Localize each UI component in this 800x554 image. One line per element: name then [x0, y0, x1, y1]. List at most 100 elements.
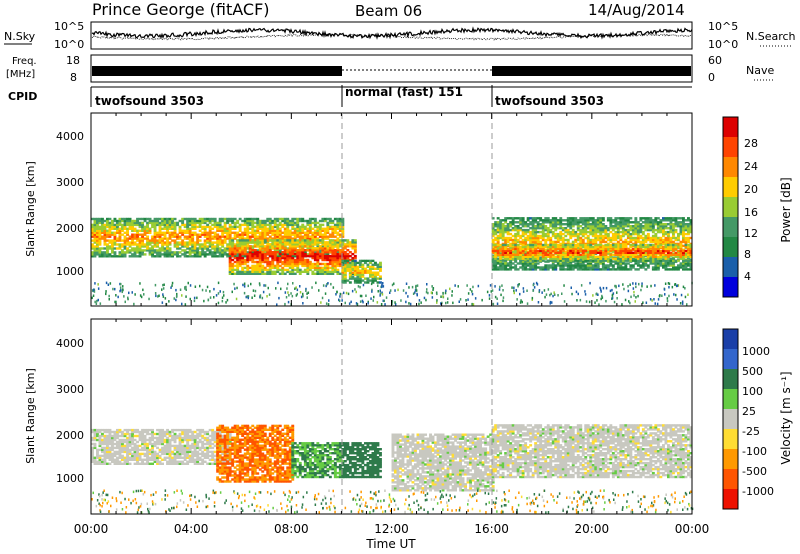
- heatmap-cell: [296, 252, 300, 256]
- heatmap-cell: [641, 236, 645, 240]
- heatmap-cell: [509, 228, 513, 232]
- heatmap-cell: [539, 259, 543, 262]
- heatmap-cell: [253, 241, 257, 244]
- heatmap-cell: [228, 229, 232, 232]
- heatmap-cell: [288, 219, 292, 223]
- freq-bar-left: [92, 66, 342, 76]
- heatmap-cell: [667, 230, 670, 234]
- heatmap-cell: [126, 233, 129, 236]
- heatmap-cell: [604, 253, 608, 256]
- heatmap-cell: [112, 287, 114, 291]
- heatmap-cell: [256, 229, 260, 232]
- heatmap-cell: [243, 217, 247, 221]
- heatmap-cell: [308, 247, 312, 250]
- heatmap-cell: [564, 243, 568, 247]
- heatmap-cell: [298, 260, 302, 264]
- heatmap-cell: [509, 253, 513, 256]
- heatmap-cell: [196, 225, 200, 229]
- heatmap-cell: [531, 223, 535, 226]
- heatmap-cell: [662, 217, 665, 220]
- heatmap-cell: [256, 254, 260, 258]
- heatmap-cell: [136, 223, 139, 227]
- heatmap-cell: [554, 251, 558, 254]
- heatmap-cell: [546, 255, 550, 258]
- heatmap-cell: [193, 223, 197, 227]
- heatmap-cell: [163, 217, 167, 221]
- heatmap-cell: [256, 266, 260, 270]
- heatmap-cell: [326, 243, 330, 246]
- heatmap-cell: [553, 291, 555, 294]
- heatmap-cell: [291, 233, 295, 236]
- heatmap-cell: [276, 260, 280, 264]
- heatmap-cell: [158, 235, 162, 238]
- heatmap-cell: [515, 289, 517, 292]
- heatmap-cell: [679, 225, 683, 228]
- heatmap-cell: [659, 230, 663, 234]
- heatmap-cell: [504, 217, 508, 220]
- heatmap-cell: [589, 228, 593, 232]
- heatmap-cell: [261, 254, 265, 258]
- heatmap-cell: [629, 232, 633, 236]
- heatmap-cell: [308, 262, 312, 266]
- heatmap-cell: [674, 228, 678, 232]
- heatmap-cell: [619, 264, 623, 267]
- heatmap-cell: [656, 227, 660, 230]
- heatmap-cell: [549, 245, 553, 249]
- heatmap-cell: [549, 249, 553, 253]
- heatmap-cell: [594, 219, 598, 222]
- heatmap-cell: [278, 255, 282, 258]
- heatmap-cell: [591, 221, 595, 224]
- heatmap-cell: [156, 255, 159, 258]
- heatmap-cell: [103, 223, 107, 227]
- heatmap-cell: [148, 219, 152, 223]
- heatmap-cell: [353, 279, 357, 282]
- heatmap-cell: [519, 236, 523, 240]
- heatmap-cell: [654, 284, 656, 287]
- heatmap-cell: [188, 239, 192, 242]
- heatmap-cell: [351, 241, 355, 244]
- heatmap-cell: [514, 221, 518, 224]
- heatmap-cell: [536, 266, 540, 269]
- heatmap-cell: [541, 257, 545, 260]
- heatmap-cell: [338, 243, 342, 246]
- heatmap-cell: [346, 239, 350, 242]
- heatmap-cell: [569, 259, 573, 262]
- heatmap-cell: [216, 245, 220, 248]
- heatmap-cell: [662, 255, 665, 258]
- heatmap-cell: [491, 255, 495, 258]
- heatmap-cell: [539, 234, 543, 238]
- heatmap-cell: [374, 271, 377, 274]
- heatmap-cell: [238, 272, 242, 275]
- heatmap-cell: [614, 236, 618, 240]
- heatmap-cell: [133, 227, 137, 230]
- heatmap-cell: [498, 288, 501, 291]
- heatmap-cell: [591, 238, 595, 242]
- heatmap-cell: [113, 219, 117, 223]
- heatmap-cell: [273, 235, 277, 238]
- heatmap-cell: [656, 251, 660, 254]
- heatmap-cell: [256, 231, 260, 234]
- heatmap-cell: [231, 247, 235, 250]
- heatmap-cell: [318, 233, 322, 236]
- heatmap-cell: [524, 245, 528, 249]
- heatmap-cell: [599, 247, 603, 251]
- heatmap-cell: [266, 270, 270, 273]
- heatmap-cell: [526, 243, 530, 247]
- heatmap-cell: [511, 255, 515, 258]
- heatmap-cell: [331, 231, 335, 234]
- heatmap-cell: [268, 260, 272, 264]
- heatmap-cell: [519, 262, 523, 265]
- heatmap-cell: [341, 239, 345, 242]
- heatmap-cell: [588, 300, 591, 304]
- heatmap-cell: [619, 236, 623, 240]
- heatmap-cell: [639, 217, 643, 220]
- heatmap-cell: [534, 219, 538, 222]
- heatmap-cell: [253, 251, 257, 254]
- heatmap-cell: [509, 243, 513, 247]
- heatmap-cell: [228, 237, 232, 240]
- heatmap-cell: [328, 272, 332, 275]
- heatmap-cell: [246, 256, 250, 260]
- heatmap-cell: [203, 247, 207, 250]
- heatmap-cell: [514, 259, 518, 262]
- heatmap-cell: [163, 253, 167, 256]
